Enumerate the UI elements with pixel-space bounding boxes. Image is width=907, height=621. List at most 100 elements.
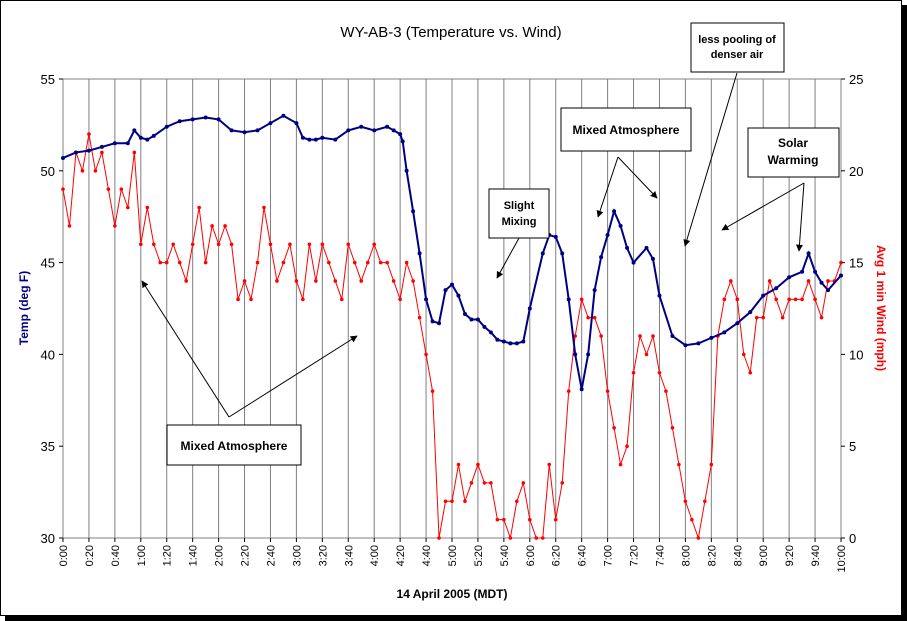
wind-point [352, 260, 357, 265]
callout-less-pooling-line1: less pooling of [698, 34, 776, 46]
wind-point [190, 242, 195, 247]
temperature-point [839, 273, 843, 278]
wind-point [61, 187, 65, 191]
temperature-point [417, 251, 422, 256]
temperature-point [281, 113, 286, 118]
wind-point [242, 279, 247, 283]
temperature-point [462, 312, 467, 317]
wind-point [430, 389, 435, 393]
wind-point [236, 297, 240, 302]
wind-point [761, 315, 765, 320]
wind-point [203, 260, 208, 265]
wind-point [171, 242, 176, 247]
x-tick-label: 3:40 [343, 545, 355, 566]
x-tick-label: 5:20 [473, 545, 485, 566]
temperature-point [527, 306, 532, 311]
temperature-point [709, 335, 714, 340]
x-tick-label: 1:00 [136, 545, 148, 566]
temperature-point [599, 255, 604, 260]
wind-point [819, 315, 824, 320]
wind-point [560, 481, 565, 485]
wind-point [579, 297, 584, 302]
wind-point [826, 279, 830, 283]
temperature-point [320, 135, 325, 140]
x-tick-label: 2:00 [214, 545, 226, 566]
y-left-tick-label: 45 [41, 256, 55, 271]
wind-point [612, 426, 616, 430]
wind-point [314, 279, 318, 283]
callout-slight-mixing: Slight Mixing [488, 188, 550, 239]
wind-point [534, 536, 539, 540]
wind-point [638, 334, 642, 338]
wind-point [450, 499, 454, 504]
temperature-point [203, 115, 208, 120]
y-left-tick-label: 30 [41, 531, 55, 546]
wind-point [301, 297, 305, 302]
temperature-point [138, 135, 143, 140]
wind-point [197, 205, 201, 210]
wind-point [139, 242, 143, 247]
wind-point [216, 242, 221, 247]
arrow-solar-a [721, 182, 805, 231]
temperature-point [592, 288, 597, 293]
temperature-point [573, 352, 578, 357]
callout-mixed-atmosphere-2-text: Mixed Atmosphere [573, 123, 680, 137]
x-tick-label: 0:20 [84, 545, 96, 566]
callout-less-pooling: less pooling of denser air [690, 22, 785, 73]
temperature-point [722, 330, 727, 335]
wind-point [87, 132, 91, 136]
temperature-point [644, 245, 649, 250]
y-left-tick-label: 40 [41, 347, 55, 362]
x-tick-label: 10:00 [836, 545, 848, 573]
wind-point [151, 242, 156, 247]
temperature-point [346, 128, 351, 133]
x-tick-label: 8:20 [706, 545, 718, 566]
arrow-mixed-1a [141, 280, 230, 418]
wind-point [417, 315, 422, 320]
callout-solar-warming-line2: Warming [768, 153, 819, 167]
temperature-point [469, 317, 474, 322]
temperature-point [437, 321, 442, 326]
wind-point [158, 260, 163, 265]
wind-point [709, 462, 714, 467]
wind-point [741, 352, 746, 357]
wind-point [553, 517, 558, 522]
wind-point [735, 297, 740, 302]
arrow-mixed-2b [617, 156, 658, 199]
wind-point [528, 517, 532, 522]
wind-point [333, 279, 338, 283]
wind-point [839, 260, 843, 265]
y-right-tick-label: 10 [849, 347, 863, 362]
wind-point [106, 187, 111, 191]
wind-point [132, 150, 137, 155]
wind-point [93, 169, 98, 173]
wind-point [145, 205, 150, 210]
wind-point [177, 260, 182, 265]
temperature-point [475, 317, 480, 322]
x-tick-label: 2:20 [240, 545, 252, 566]
temperature-point [560, 251, 565, 256]
wind-point [703, 499, 707, 504]
temperature-point [268, 121, 273, 126]
wind-point [320, 242, 325, 247]
y-right-tick-label: 25 [849, 72, 863, 87]
wind-point [184, 279, 188, 283]
wind-point [249, 297, 253, 302]
arrow-less-pooling [683, 72, 738, 247]
temperature-point [391, 128, 396, 133]
x-tick-label: 4:40 [421, 545, 433, 566]
wind-point [404, 260, 409, 265]
wind-point [463, 499, 467, 504]
wind-point [605, 389, 610, 393]
wind-point [281, 260, 286, 265]
wind-point [767, 279, 772, 283]
wind-point [229, 242, 234, 247]
temperature-point [190, 117, 195, 122]
temperature-point [313, 137, 318, 142]
wind-point [443, 499, 448, 504]
wind-point [515, 499, 519, 504]
y-right-tick-label: 0 [849, 531, 856, 546]
x-tick-label: 3:00 [291, 545, 303, 566]
temperature-point [761, 293, 766, 298]
